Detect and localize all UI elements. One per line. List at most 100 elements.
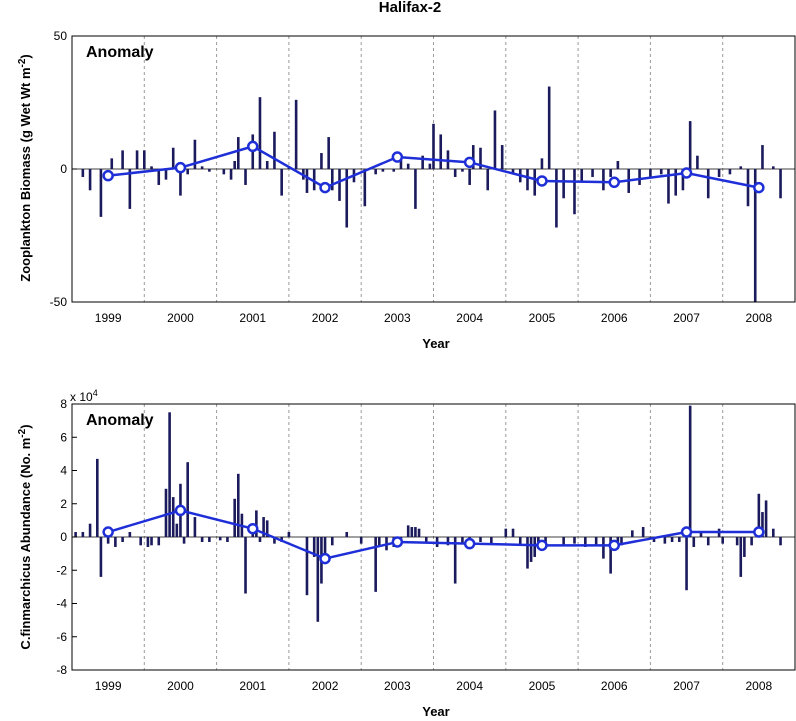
anomaly-bar (143, 150, 146, 169)
panel-anomaly-label: Anomaly (86, 44, 154, 61)
anomaly-bar (316, 537, 320, 622)
anomaly-bar (757, 493, 761, 537)
anomaly-bar (74, 532, 77, 537)
anomaly-bar (573, 537, 576, 544)
anomaly-bar (688, 121, 692, 169)
anomaly-bar (193, 517, 197, 537)
anomaly-bar (414, 169, 417, 209)
anomaly-bar (544, 537, 547, 544)
annual-anomaly-marker (463, 537, 476, 550)
anomaly-bar (526, 537, 529, 569)
anomaly-bar (620, 537, 623, 546)
y-tick-label: 6 (60, 430, 67, 444)
anomaly-bar (164, 488, 168, 537)
anomaly-bar (696, 155, 699, 169)
anomaly-bar (208, 537, 211, 542)
anomaly-bar (99, 169, 103, 217)
anomaly-bar (562, 537, 565, 546)
annual-anomaly-marker (174, 504, 187, 517)
anomaly-bar (428, 163, 432, 169)
y-tick-label: -4 (56, 597, 67, 611)
anomaly-bar (761, 145, 764, 169)
anomaly-bar (168, 412, 171, 537)
x-tick-label: 2005 (529, 311, 556, 325)
anomaly-bar (526, 169, 529, 191)
anomaly-bar (258, 537, 262, 542)
anomaly-bar (580, 169, 584, 183)
y-axis-label: Zooplankton Biomass (g Wet Wt m-2) (17, 54, 33, 282)
anomaly-bar (706, 537, 710, 546)
anomaly-bar (641, 527, 645, 537)
anomaly-bar (692, 537, 696, 547)
annual-anomaly-marker (102, 526, 114, 538)
x-tick-label: 2008 (745, 679, 772, 693)
anomaly-bar (233, 498, 236, 537)
annual-anomaly-marker (463, 156, 476, 169)
anomaly-bar (555, 169, 558, 228)
anomaly-bar (659, 169, 663, 175)
anomaly-bar (345, 532, 349, 537)
anomaly-bar (446, 537, 450, 546)
anomaly-bar (312, 537, 316, 557)
anomaly-bar (135, 150, 139, 169)
anomaly-bar (406, 525, 410, 537)
anomaly-bar (453, 537, 457, 584)
y-multiplier-label: x 104 (70, 388, 98, 404)
y-tick-label: -2 (56, 563, 67, 577)
anomaly-bar (81, 532, 85, 537)
anomaly-bar (345, 169, 349, 228)
y-tick-label: 2 (60, 497, 67, 511)
anomaly-bar (779, 169, 782, 199)
y-tick-label: 0 (60, 162, 67, 176)
anomaly-bar (631, 530, 634, 537)
anomaly-bar (417, 528, 421, 537)
zooplankton-biomass-panel: Anomaly Zooplankton Biomass (g Wet Wt m-… (17, 29, 796, 351)
anomaly-bar (106, 537, 110, 544)
anomaly-bar (399, 155, 403, 169)
anomaly-bar (537, 537, 540, 542)
anomaly-bar (772, 166, 775, 169)
anomaly-bar (222, 169, 226, 175)
x-tick-label: 1999 (95, 311, 122, 325)
anomaly-bar (663, 537, 667, 544)
anomaly-bar (236, 137, 240, 169)
anomaly-bar (99, 537, 103, 577)
anomaly-bar (121, 150, 124, 169)
anomaly-bar (674, 169, 678, 196)
anomaly-bar (511, 528, 515, 537)
annual-anomaly-marker (753, 526, 765, 538)
anomaly-bar (584, 537, 587, 547)
anomaly-bar (688, 405, 692, 537)
anomaly-bar (728, 169, 732, 175)
anomaly-bar (681, 169, 685, 191)
anomaly-bar (200, 537, 204, 542)
annual-anomaly-marker (680, 167, 693, 179)
anomaly-bar (273, 537, 276, 544)
anomaly-bar (594, 537, 598, 546)
anomaly-bar (750, 537, 753, 546)
anomaly-bar (486, 169, 490, 191)
anomaly-bar (761, 512, 764, 537)
anomaly-bar (562, 169, 565, 199)
anomaly-bar (518, 537, 522, 546)
anomaly-bar (490, 537, 493, 544)
anomaly-bar (706, 169, 710, 199)
anomaly-bar (374, 169, 377, 175)
anomaly-bar (323, 537, 327, 559)
anomaly-bar (381, 169, 385, 172)
anomaly-bar (377, 537, 381, 546)
annual-anomaly-line (107, 509, 759, 560)
anomaly-bar (529, 537, 533, 562)
anomaly-bar (533, 169, 537, 196)
x-tick-label: 2002 (312, 679, 339, 693)
annual-anomaly-marker (608, 176, 620, 189)
y-tick-label: -8 (56, 663, 67, 677)
anomaly-bar (414, 527, 417, 537)
x-axis-label: Year (422, 336, 449, 351)
annual-anomaly-marker (391, 536, 404, 548)
anomaly-bar (157, 169, 161, 185)
anomaly-bar (150, 166, 153, 169)
anomaly-bar (229, 169, 233, 180)
anomaly-bar (146, 537, 150, 547)
